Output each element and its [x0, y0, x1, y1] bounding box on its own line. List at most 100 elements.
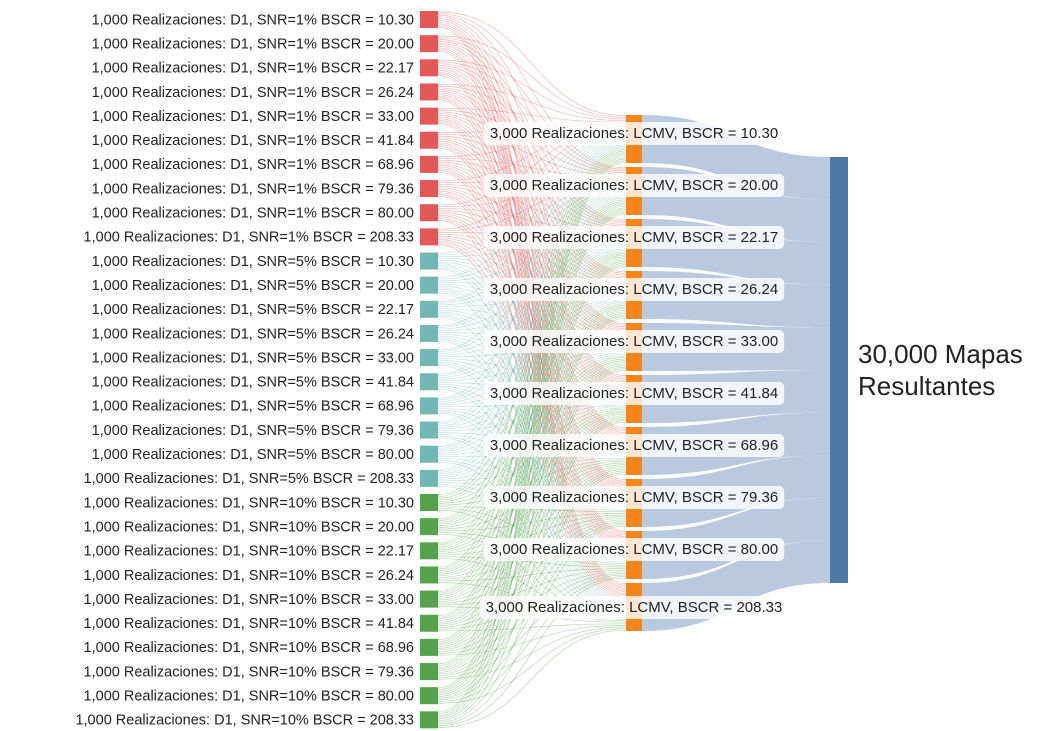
source-label: 1,000 Realizaciones: D1, SNR=5% BSCR = 6…: [92, 399, 414, 415]
flow-link: [437, 64, 627, 276]
flow-link: [437, 457, 627, 482]
source-label: 1,000 Realizaciones: D1, SNR=10% BSCR = …: [84, 689, 414, 705]
flow-link: [437, 116, 627, 383]
flow-link: [437, 417, 627, 649]
flow-link: [437, 70, 627, 432]
flow-link: [437, 137, 627, 281]
flow-link: [437, 464, 627, 578]
label-background: [483, 225, 785, 249]
label-background: [483, 277, 785, 301]
result-label: Resultantes: [858, 371, 995, 401]
source-label: 1,000 Realizaciones: D1, SNR=5% BSCR = 2…: [92, 278, 414, 294]
flow-link: [437, 21, 627, 429]
middle-label: 3,000 Realizaciones: LCMV, BSCR = 208.33: [486, 599, 783, 616]
source-node: [420, 469, 438, 487]
flow-link: [437, 409, 627, 528]
label-background: [483, 433, 785, 457]
flow-link: [437, 623, 627, 632]
source-node: [420, 663, 438, 681]
flow-link: [437, 194, 627, 425]
source-label: 1,000 Realizaciones: D1, SNR=10% BSCR = …: [84, 616, 414, 632]
flow-link: [437, 73, 627, 536]
flow-link: [437, 20, 627, 377]
source-label: 1,000 Realizaciones: D1, SNR=1% BSCR = 6…: [92, 157, 414, 173]
source-node: [420, 35, 438, 53]
source-label: 1,000 Realizaciones: D1, SNR=1% BSCR = 2…: [92, 85, 414, 101]
source-node: [420, 614, 438, 632]
flow-link: [437, 360, 627, 575]
source-label: 1,000 Realizaciones: D1, SNR=10% BSCR = …: [84, 519, 414, 535]
flow-link: [437, 361, 627, 599]
label-background: [483, 485, 785, 509]
flow-link: [437, 71, 627, 484]
flow-link: [437, 145, 627, 472]
label-background: [483, 121, 785, 145]
flow-link: [437, 266, 627, 549]
flow-link: [437, 170, 627, 542]
flow-link: [437, 410, 627, 552]
flow-link: [437, 11, 627, 117]
middle-label: 3,000 Realizaciones: LCMV, BSCR = 68.96: [490, 437, 778, 454]
source-node: [420, 300, 438, 318]
source-node: [420, 687, 438, 705]
flow-link: [437, 214, 627, 441]
source-node: [420, 204, 438, 222]
source-node: [420, 276, 438, 294]
flow-link: [437, 300, 627, 452]
flow-link: [437, 213, 627, 389]
source-node: [420, 445, 438, 463]
flow-link: [437, 355, 627, 502]
source-label: 1,000 Realizaciones: D1, SNR=10% BSCR = …: [84, 664, 414, 680]
flow-link: [437, 506, 627, 513]
source-node: [420, 180, 438, 198]
flow-link: [437, 141, 627, 399]
source-node: [420, 638, 438, 656]
source-node: [420, 421, 438, 439]
flow-link: [437, 306, 627, 549]
flow-link: [437, 187, 627, 336]
source-node: [420, 373, 438, 391]
flow-link: [437, 161, 627, 282]
source-label: 1,000 Realizaciones: D1, SNR=1% BSCR = 4…: [92, 133, 414, 149]
source-label: 1,000 Realizaciones: D1, SNR=10% BSCR = …: [84, 568, 414, 584]
flow-link: [437, 118, 627, 435]
source-label: 1,000 Realizaciones: D1, SNR=5% BSCR = 2…: [84, 471, 414, 487]
middle-label: 3,000 Realizaciones: LCMV, BSCR = 79.36: [490, 489, 778, 506]
flow-link: [437, 68, 627, 380]
label-background: [483, 381, 785, 405]
source-node: [420, 397, 438, 415]
flow-link: [437, 139, 627, 375]
middle-label: 3,000 Realizaciones: LCMV, BSCR = 41.84: [490, 385, 778, 402]
flow-link: [437, 508, 627, 565]
flow-link: [437, 251, 627, 499]
labels: 1,000 Realizaciones: D1, SNR=1% BSCR = 1…: [75, 12, 1022, 728]
flow-link: [437, 144, 627, 489]
flow-link: [437, 114, 627, 331]
label-background: [483, 329, 785, 353]
flow-link: [437, 576, 627, 702]
source-label: 1,000 Realizaciones: D1, SNR=1% BSCR = 7…: [92, 181, 414, 197]
flow-link: [437, 256, 627, 572]
flow-link: [437, 244, 627, 599]
flow-link: [437, 264, 627, 497]
flow-link: [437, 40, 627, 274]
source-label: 1,000 Realizaciones: D1, SNR=5% BSCR = 8…: [92, 447, 414, 463]
source-node: [420, 324, 438, 342]
source-node: [420, 349, 438, 367]
flow-link: [437, 404, 627, 456]
source-label: 1,000 Realizaciones: D1, SNR=10% BSCR = …: [84, 495, 414, 511]
flow-link: [437, 249, 627, 475]
source-node: [420, 494, 438, 511]
flow-link: [437, 243, 627, 378]
source-label: 1,000 Realizaciones: D1, SNR=5% BSCR = 2…: [92, 302, 414, 318]
result-node: [830, 157, 848, 583]
flow-link: [437, 415, 627, 625]
flow-link: [437, 459, 627, 506]
source-label: 1,000 Realizaciones: D1, SNR=10% BSCR = …: [84, 640, 414, 656]
flow-link: [437, 201, 627, 522]
source-label: 1,000 Realizaciones: D1, SNR=1% BSCR = 2…: [92, 36, 414, 52]
source-label: 1,000 Realizaciones: D1, SNR=10% BSCR = …: [84, 592, 414, 608]
flow-link: [437, 202, 627, 546]
flow-link: [437, 216, 627, 493]
